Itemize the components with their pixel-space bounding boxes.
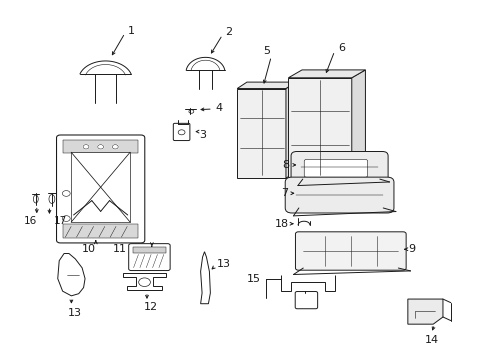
Polygon shape	[237, 89, 285, 178]
Text: 12: 12	[143, 302, 157, 312]
Bar	[132, 247, 166, 253]
Text: 15: 15	[247, 274, 261, 284]
Polygon shape	[122, 273, 166, 291]
Polygon shape	[407, 299, 442, 324]
FancyBboxPatch shape	[173, 123, 189, 140]
Text: 7: 7	[280, 188, 287, 198]
Text: 3: 3	[199, 130, 206, 140]
Text: 4: 4	[215, 103, 222, 113]
Text: 6: 6	[338, 43, 345, 53]
Text: 11: 11	[113, 244, 127, 254]
Polygon shape	[351, 70, 365, 178]
Text: 14: 14	[424, 334, 438, 345]
Polygon shape	[281, 275, 334, 291]
FancyBboxPatch shape	[295, 292, 317, 309]
Text: 13: 13	[68, 308, 82, 318]
Polygon shape	[285, 82, 295, 178]
Text: 5: 5	[263, 46, 269, 56]
Text: 1: 1	[128, 26, 135, 36]
Text: 16: 16	[23, 216, 37, 225]
FancyBboxPatch shape	[128, 244, 170, 271]
Bar	[71, 152, 130, 222]
Bar	[63, 140, 138, 153]
Circle shape	[112, 145, 118, 149]
Text: 10: 10	[81, 244, 95, 254]
Circle shape	[83, 145, 89, 149]
Polygon shape	[237, 82, 295, 89]
Polygon shape	[58, 253, 85, 296]
Ellipse shape	[49, 194, 55, 203]
Text: 2: 2	[225, 27, 232, 37]
Polygon shape	[200, 252, 210, 304]
Text: 13: 13	[217, 259, 230, 269]
FancyBboxPatch shape	[295, 232, 406, 270]
Text: 9: 9	[407, 244, 414, 254]
Bar	[63, 224, 138, 238]
FancyBboxPatch shape	[290, 152, 387, 183]
Text: 18: 18	[274, 219, 288, 229]
FancyBboxPatch shape	[285, 177, 393, 213]
Polygon shape	[288, 78, 351, 178]
Polygon shape	[288, 70, 365, 78]
FancyBboxPatch shape	[57, 135, 144, 243]
Text: 17: 17	[54, 216, 67, 226]
Text: 8: 8	[282, 159, 289, 170]
Ellipse shape	[33, 195, 38, 203]
FancyBboxPatch shape	[304, 159, 367, 177]
Circle shape	[98, 145, 103, 149]
